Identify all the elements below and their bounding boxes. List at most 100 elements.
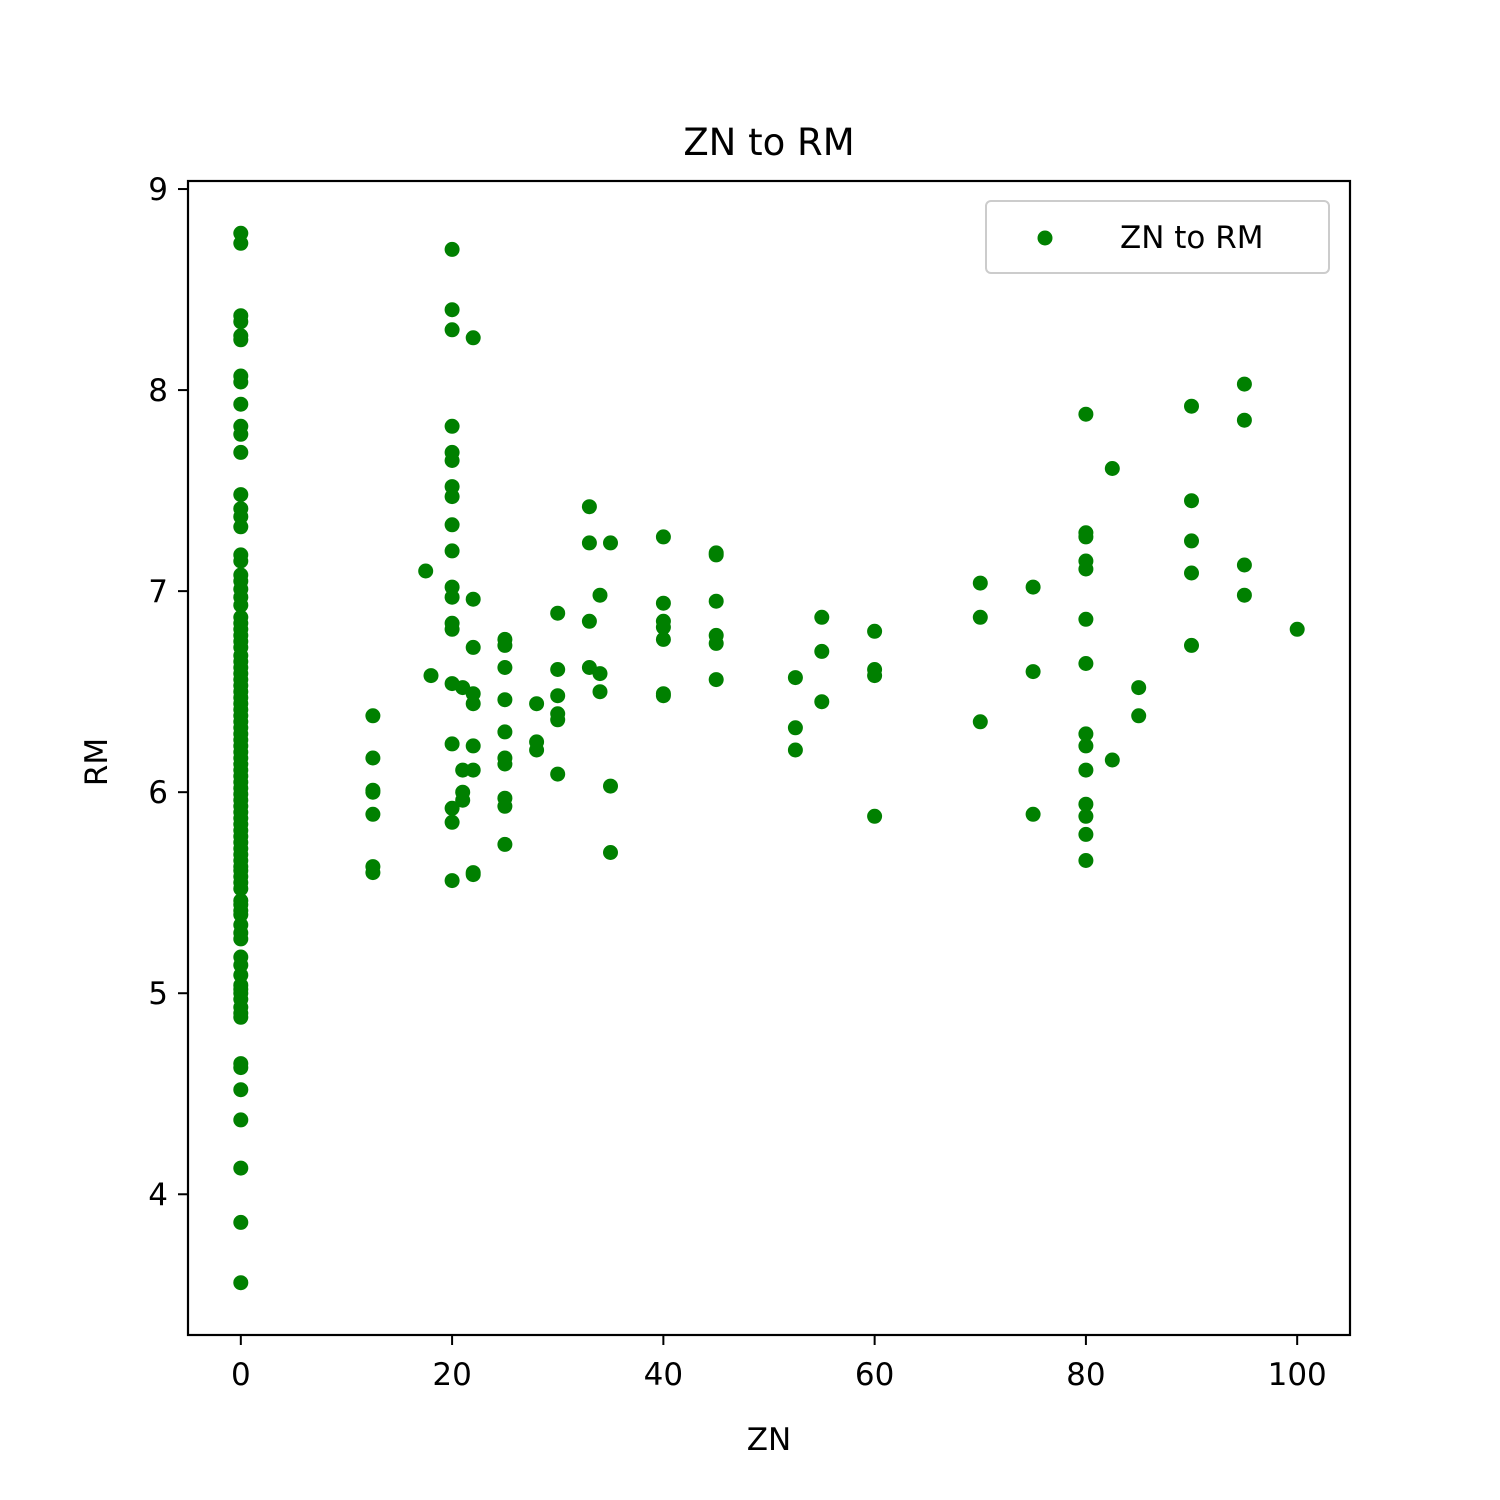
data-point <box>233 949 249 965</box>
y-tick-label: 7 <box>148 574 168 610</box>
legend-label: ZN to RM <box>1120 220 1264 256</box>
data-point <box>465 865 481 881</box>
data-point <box>550 766 566 782</box>
data-point <box>233 567 249 583</box>
data-point <box>418 563 434 579</box>
data-point <box>1078 738 1094 754</box>
x-axis-label: ZN <box>747 1422 791 1458</box>
data-point <box>1184 637 1199 653</box>
x-tick-label: 60 <box>855 1357 894 1393</box>
data-point <box>465 591 481 607</box>
data-point <box>1078 726 1094 742</box>
data-point <box>1236 587 1252 603</box>
data-point <box>233 609 249 625</box>
data-point <box>1078 553 1094 569</box>
x-axis-ticks: 0 20 40 60 80 100 <box>231 1335 1327 1393</box>
y-axis-label: RM <box>79 738 115 786</box>
data-point <box>1078 808 1094 824</box>
data-point <box>1078 525 1094 541</box>
data-point <box>444 322 460 338</box>
data-point <box>1025 579 1041 595</box>
data-point <box>1025 664 1041 680</box>
data-point <box>1025 806 1041 822</box>
data-point <box>550 688 566 704</box>
data-point <box>444 479 460 495</box>
data-point <box>814 694 830 710</box>
data-point <box>444 579 460 595</box>
data-point <box>233 328 249 344</box>
data-point <box>972 714 988 730</box>
data-point <box>1236 412 1252 428</box>
data-point <box>233 1112 249 1128</box>
data-point <box>1078 656 1094 671</box>
data-point <box>529 734 545 750</box>
x-tick-label: 100 <box>1268 1357 1327 1393</box>
data-point <box>592 587 608 603</box>
data-point <box>497 790 513 806</box>
data-point <box>233 1160 249 1176</box>
data-point <box>972 609 988 625</box>
y-tick-label: 4 <box>148 1177 168 1213</box>
data-point <box>444 736 460 752</box>
y-tick-label: 9 <box>148 172 168 208</box>
data-point <box>814 643 830 659</box>
data-point <box>365 708 381 724</box>
data-point <box>233 893 249 909</box>
data-point <box>444 814 460 830</box>
data-point <box>465 639 481 655</box>
data-point <box>529 696 545 712</box>
data-point <box>423 668 439 684</box>
data-point <box>233 1214 249 1230</box>
points-layer <box>233 225 1305 1291</box>
data-point <box>550 605 566 621</box>
data-point <box>708 593 724 609</box>
data-point <box>365 806 381 822</box>
data-point <box>365 750 381 766</box>
data-point <box>444 444 460 460</box>
data-point <box>455 762 471 778</box>
data-point <box>1131 708 1147 724</box>
data-point <box>1236 557 1252 573</box>
y-axis-ticks: 4 5 6 7 8 9 <box>148 172 188 1213</box>
data-point <box>1078 853 1094 868</box>
data-point <box>655 529 671 545</box>
data-point <box>1289 621 1305 637</box>
data-point <box>444 873 460 889</box>
y-tick-label: 8 <box>148 373 168 409</box>
data-point <box>233 1082 249 1098</box>
data-point <box>497 660 513 675</box>
data-point <box>867 808 883 824</box>
data-point <box>233 1056 249 1072</box>
data-point <box>787 670 803 686</box>
data-point <box>444 615 460 631</box>
chart-title: ZN to RM <box>683 121 854 164</box>
data-point <box>1078 796 1094 812</box>
data-point <box>1184 533 1199 549</box>
data-point <box>444 418 460 434</box>
data-point <box>365 859 381 875</box>
data-point <box>1184 398 1199 414</box>
data-point <box>465 762 481 778</box>
data-point <box>708 627 724 643</box>
data-point <box>1104 461 1120 476</box>
y-tick-label: 5 <box>148 976 168 1012</box>
data-point <box>1131 680 1147 696</box>
data-point <box>1184 493 1199 509</box>
data-point <box>444 800 460 816</box>
data-point <box>1236 376 1252 392</box>
data-point <box>233 225 249 241</box>
data-point <box>787 720 803 736</box>
data-point <box>1078 762 1094 778</box>
data-point <box>497 631 513 647</box>
data-point <box>708 672 724 688</box>
data-point <box>465 330 481 346</box>
data-point <box>233 1275 249 1291</box>
x-tick-label: 80 <box>1066 1357 1105 1393</box>
data-point <box>233 444 249 460</box>
data-point <box>655 631 671 647</box>
data-point <box>655 613 671 629</box>
data-point <box>1104 752 1120 768</box>
plot-frame <box>186 179 1352 1337</box>
data-point <box>787 742 803 758</box>
data-point <box>867 662 883 677</box>
